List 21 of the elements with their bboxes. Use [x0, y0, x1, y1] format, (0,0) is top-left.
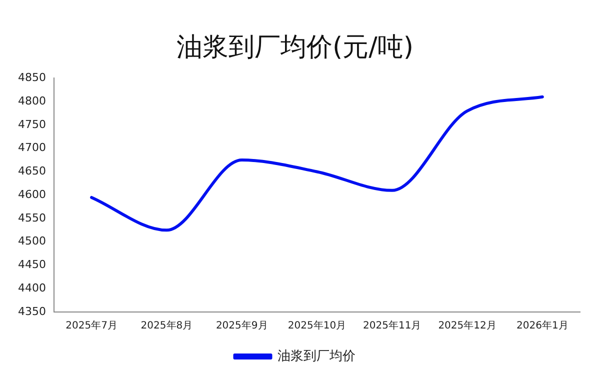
x-tick-label: 2025年8月: [140, 320, 193, 332]
line-series: [90, 95, 544, 232]
chart-title: 油浆到厂均价(元/吨): [176, 32, 414, 62]
x-tick-label: 2025年7月: [66, 320, 118, 332]
y-tick-label: 4650: [18, 164, 46, 178]
y-tick-label: 4550: [18, 211, 46, 224]
y-tick-label: 4500: [18, 234, 46, 248]
x-tick-label: 2025年11月: [363, 320, 422, 332]
y-tick-label: 4400: [18, 281, 46, 294]
y-tick-label: 4450: [18, 258, 46, 272]
y-tick-label: 4850: [18, 71, 46, 84]
y-tick-label: 4750: [18, 118, 46, 131]
y-tick-label: 4600: [18, 188, 46, 201]
legend-label: 油浆到厂均价: [277, 348, 356, 364]
x-tick-label: 2026年1月: [516, 320, 568, 332]
x-tick-label: 2025年9月: [216, 320, 268, 332]
y-tick-label: 4700: [18, 141, 46, 154]
y-tick-label: 4350: [18, 304, 46, 318]
y-tick-label: 4800: [18, 94, 46, 108]
x-tick-label: 2025年12月: [438, 320, 496, 332]
x-tick-label: 2025年10月: [288, 320, 346, 332]
